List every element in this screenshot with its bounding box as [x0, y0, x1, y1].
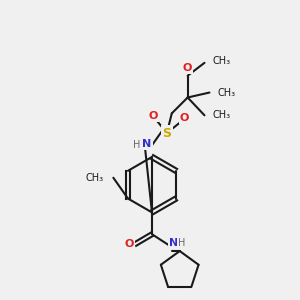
Text: H: H: [134, 140, 141, 150]
Text: CH₃: CH₃: [85, 173, 103, 183]
Text: CH₃: CH₃: [212, 56, 230, 66]
Text: CH₃: CH₃: [218, 88, 236, 98]
Text: S: S: [162, 127, 171, 140]
Text: O: O: [180, 113, 189, 123]
Text: O: O: [183, 63, 192, 73]
Text: N: N: [142, 139, 152, 149]
Text: CH₃: CH₃: [212, 110, 230, 120]
Text: H: H: [178, 238, 185, 248]
Text: O: O: [148, 111, 158, 121]
Text: N: N: [169, 238, 178, 248]
Text: O: O: [124, 239, 134, 249]
